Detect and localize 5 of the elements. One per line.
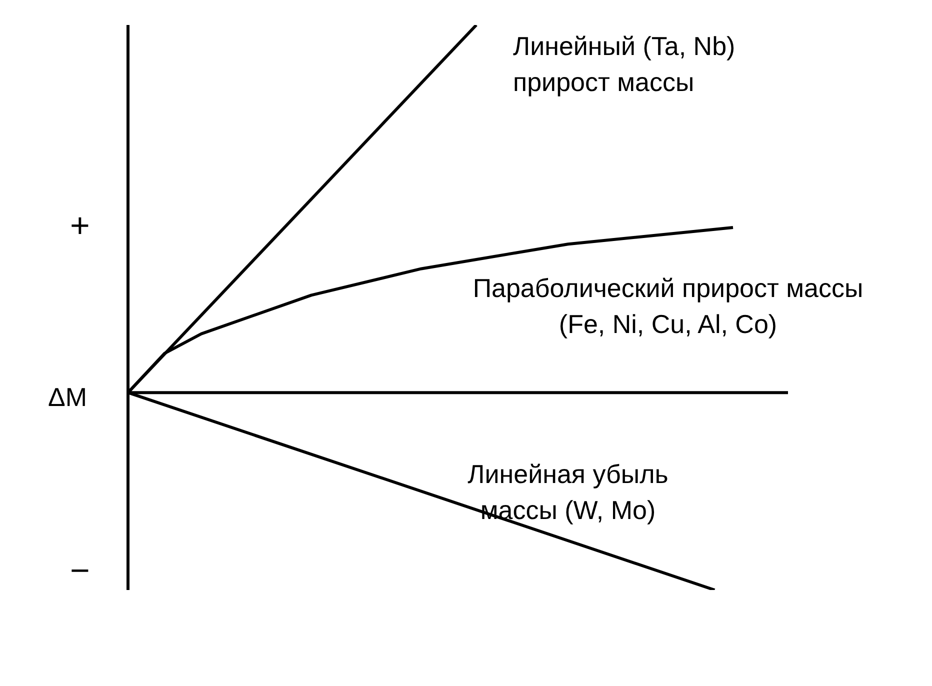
series-label: Линейный (Ta, Nb) прирост массы [513,30,736,99]
y-axis-title: ΔM [48,382,88,414]
series-label: Параболический прирост массы (Fe, Ni, Cu, Al, Co) [472,272,864,341]
text: + [70,206,90,246]
text: − [70,552,90,591]
